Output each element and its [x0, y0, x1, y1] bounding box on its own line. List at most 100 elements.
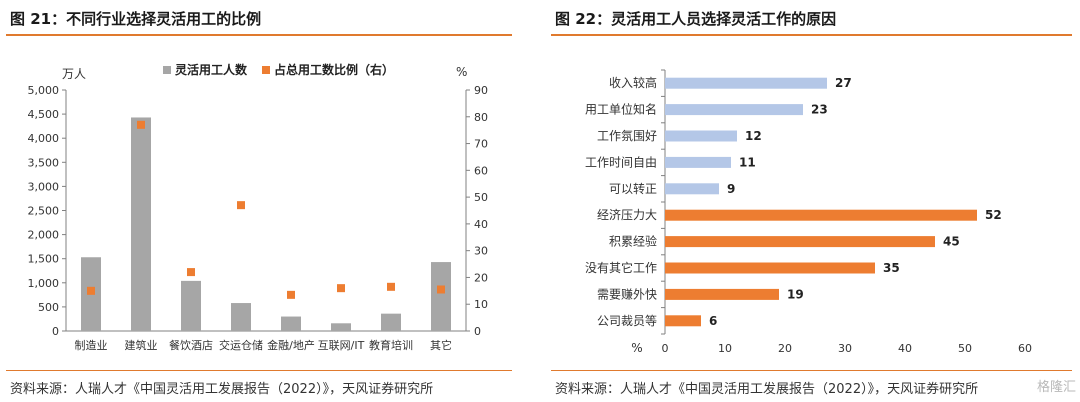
x-tick-label: 10: [718, 342, 732, 355]
x-category-label: 交运仓储: [219, 338, 263, 352]
left-y-tick-label: 5,000: [28, 84, 60, 97]
right-title-rule: [551, 34, 1072, 36]
legend-swatch-scatter: [262, 66, 270, 74]
reason-value-label: 23: [811, 103, 828, 117]
right-y-tick-label: 80: [474, 111, 488, 124]
left-source-rule: [6, 370, 512, 371]
category-label: 经济压力大: [597, 207, 657, 222]
ratio-marker-2: [187, 268, 195, 277]
ratio-marker-7: [437, 285, 445, 294]
right-y-tick-label: 40: [474, 218, 488, 231]
category-label: 工作时间自由: [585, 155, 657, 169]
x-category-label: 餐饮酒店: [169, 338, 213, 352]
reason-bar-6: [665, 236, 935, 248]
left-y-tick-label: 1,500: [28, 253, 60, 266]
bar-6: [381, 313, 401, 331]
reason-bar-9: [665, 315, 701, 327]
bar-7: [431, 262, 451, 331]
right-chart-source: 资料来源：人瑞人才《中国灵活用工发展报告（2022）》，天风证券研究所: [555, 382, 979, 397]
left-y-tick-label: 4,500: [28, 108, 60, 121]
reason-bar-5: [665, 209, 977, 221]
left-chart-panel: 图 21：不同行业选择灵活用工的比例 0 500 1,000 1,500 2,000 2,…: [0, 0, 520, 402]
reason-value-label: 11: [739, 155, 756, 169]
right-y-tick-label: 0: [474, 325, 481, 338]
category-label: 用工单位知名: [585, 102, 657, 117]
x-tick-label: 0: [662, 342, 669, 355]
category-label: 收入较高: [609, 75, 657, 90]
x-tick-label: 60: [1018, 342, 1032, 355]
left-y-tick-label: 4,000: [28, 132, 60, 145]
reason-value-label: 12: [745, 129, 762, 143]
right-chart-panel: 图 22：灵活用工人员选择灵活工作的原因 0 10 20 30 40 50 60% 收入较高 2…: [545, 0, 1080, 402]
reasons-chart: 0 10 20 30 40 50 60% 收入较高 27 用工单位知名 23 工作氛围好 12 工作时间自…: [585, 69, 1032, 355]
legend-label-scatter: 占总用工数比例（右）: [274, 62, 394, 77]
ratio-marker-4: [287, 290, 295, 299]
right-y-tick-label: 30: [474, 245, 488, 258]
category-label: 可以转正: [609, 181, 657, 196]
reason-bar-3: [665, 156, 731, 168]
ratio-marker-0: [87, 286, 95, 295]
reason-value-label: 35: [883, 261, 900, 275]
x-category-label: 制造业: [75, 338, 108, 352]
x-category-label: 互联网/IT: [318, 339, 365, 352]
left-y-tick-label: 1,000: [28, 277, 60, 290]
bar-5: [331, 323, 351, 331]
x-category-label: 教育培训: [369, 338, 413, 352]
reason-bar-8: [665, 288, 779, 300]
left-y-tick-label: 2,000: [28, 229, 60, 242]
right-y-tick-label: 90: [474, 84, 488, 97]
watermark-text: 格隆汇: [1036, 380, 1076, 395]
left-y-tick-label: 2,500: [28, 205, 60, 218]
ratio-marker-6: [387, 282, 395, 291]
x-category-label: 其它: [430, 338, 452, 352]
left-y-axis-unit: 万人: [62, 67, 86, 81]
right-y-tick-label: 20: [474, 271, 488, 284]
right-y-tick-label: 10: [474, 298, 488, 311]
right-source-rule: [551, 370, 1072, 371]
industry-chart: 05001,0001,5002,0002,5003,0003,5004,0004…: [28, 62, 489, 352]
reason-value-label: 45: [943, 235, 960, 249]
left-y-tick-label: 3,500: [28, 156, 60, 169]
reason-value-label: 19: [787, 287, 804, 301]
ratio-marker-3: [237, 201, 245, 210]
ratio-marker-5: [337, 284, 345, 293]
right-y-axis-unit: %: [456, 65, 467, 79]
right-chart-title: 图 22：灵活用工人员选择灵活工作的原因: [555, 10, 837, 28]
legend-label-bar: 灵活用工人数: [175, 62, 248, 77]
left-chart-legend: 灵活用工人数 占总用工数比例（右）: [163, 62, 394, 77]
left-chart-source: 资料来源：人瑞人才《中国灵活用工发展报告（2022）》，天风证券研究所: [10, 382, 434, 397]
category-label: 没有其它工作: [585, 260, 657, 275]
reason-value-label: 6: [709, 314, 717, 328]
x-tick-label: 30: [838, 342, 852, 355]
category-label: 公司裁员等: [597, 314, 657, 328]
left-y-tick-label: 0: [52, 325, 59, 338]
reason-value-label: 52: [985, 208, 1002, 222]
right-y-tick-label: 70: [474, 138, 488, 151]
reason-bar-0: [665, 77, 827, 89]
left-title-rule: [6, 34, 512, 36]
bar-2: [181, 280, 201, 331]
category-label: 工作氛围好: [597, 129, 657, 143]
bar-4: [281, 316, 301, 331]
x-category-label: 建筑业: [125, 338, 158, 352]
reason-bar-4: [665, 183, 719, 195]
reason-value-label: 27: [835, 76, 852, 90]
bar-3: [231, 303, 251, 331]
right-y-tick-label: 50: [474, 191, 488, 204]
x-tick-label: 50: [958, 342, 972, 355]
reason-value-label: 9: [727, 182, 735, 196]
left-chart-title: 图 21：不同行业选择灵活用工的比例: [10, 10, 262, 28]
left-y-tick-label: 3,000: [28, 180, 60, 193]
left-y-tick-label: 500: [38, 301, 59, 314]
reason-bar-1: [665, 104, 803, 116]
ratio-marker-1: [137, 120, 145, 129]
x-tick-label: 40: [898, 342, 912, 355]
reason-bar-7: [665, 262, 875, 274]
right-y-tick-label: 60: [474, 164, 488, 177]
reason-bar-2: [665, 130, 737, 142]
bar-1: [131, 117, 151, 331]
category-label: 积累经验: [609, 234, 657, 249]
x-axis-unit: %: [631, 341, 642, 355]
x-category-label: 金融/地产: [267, 338, 315, 352]
legend-swatch-bar: [163, 66, 171, 74]
